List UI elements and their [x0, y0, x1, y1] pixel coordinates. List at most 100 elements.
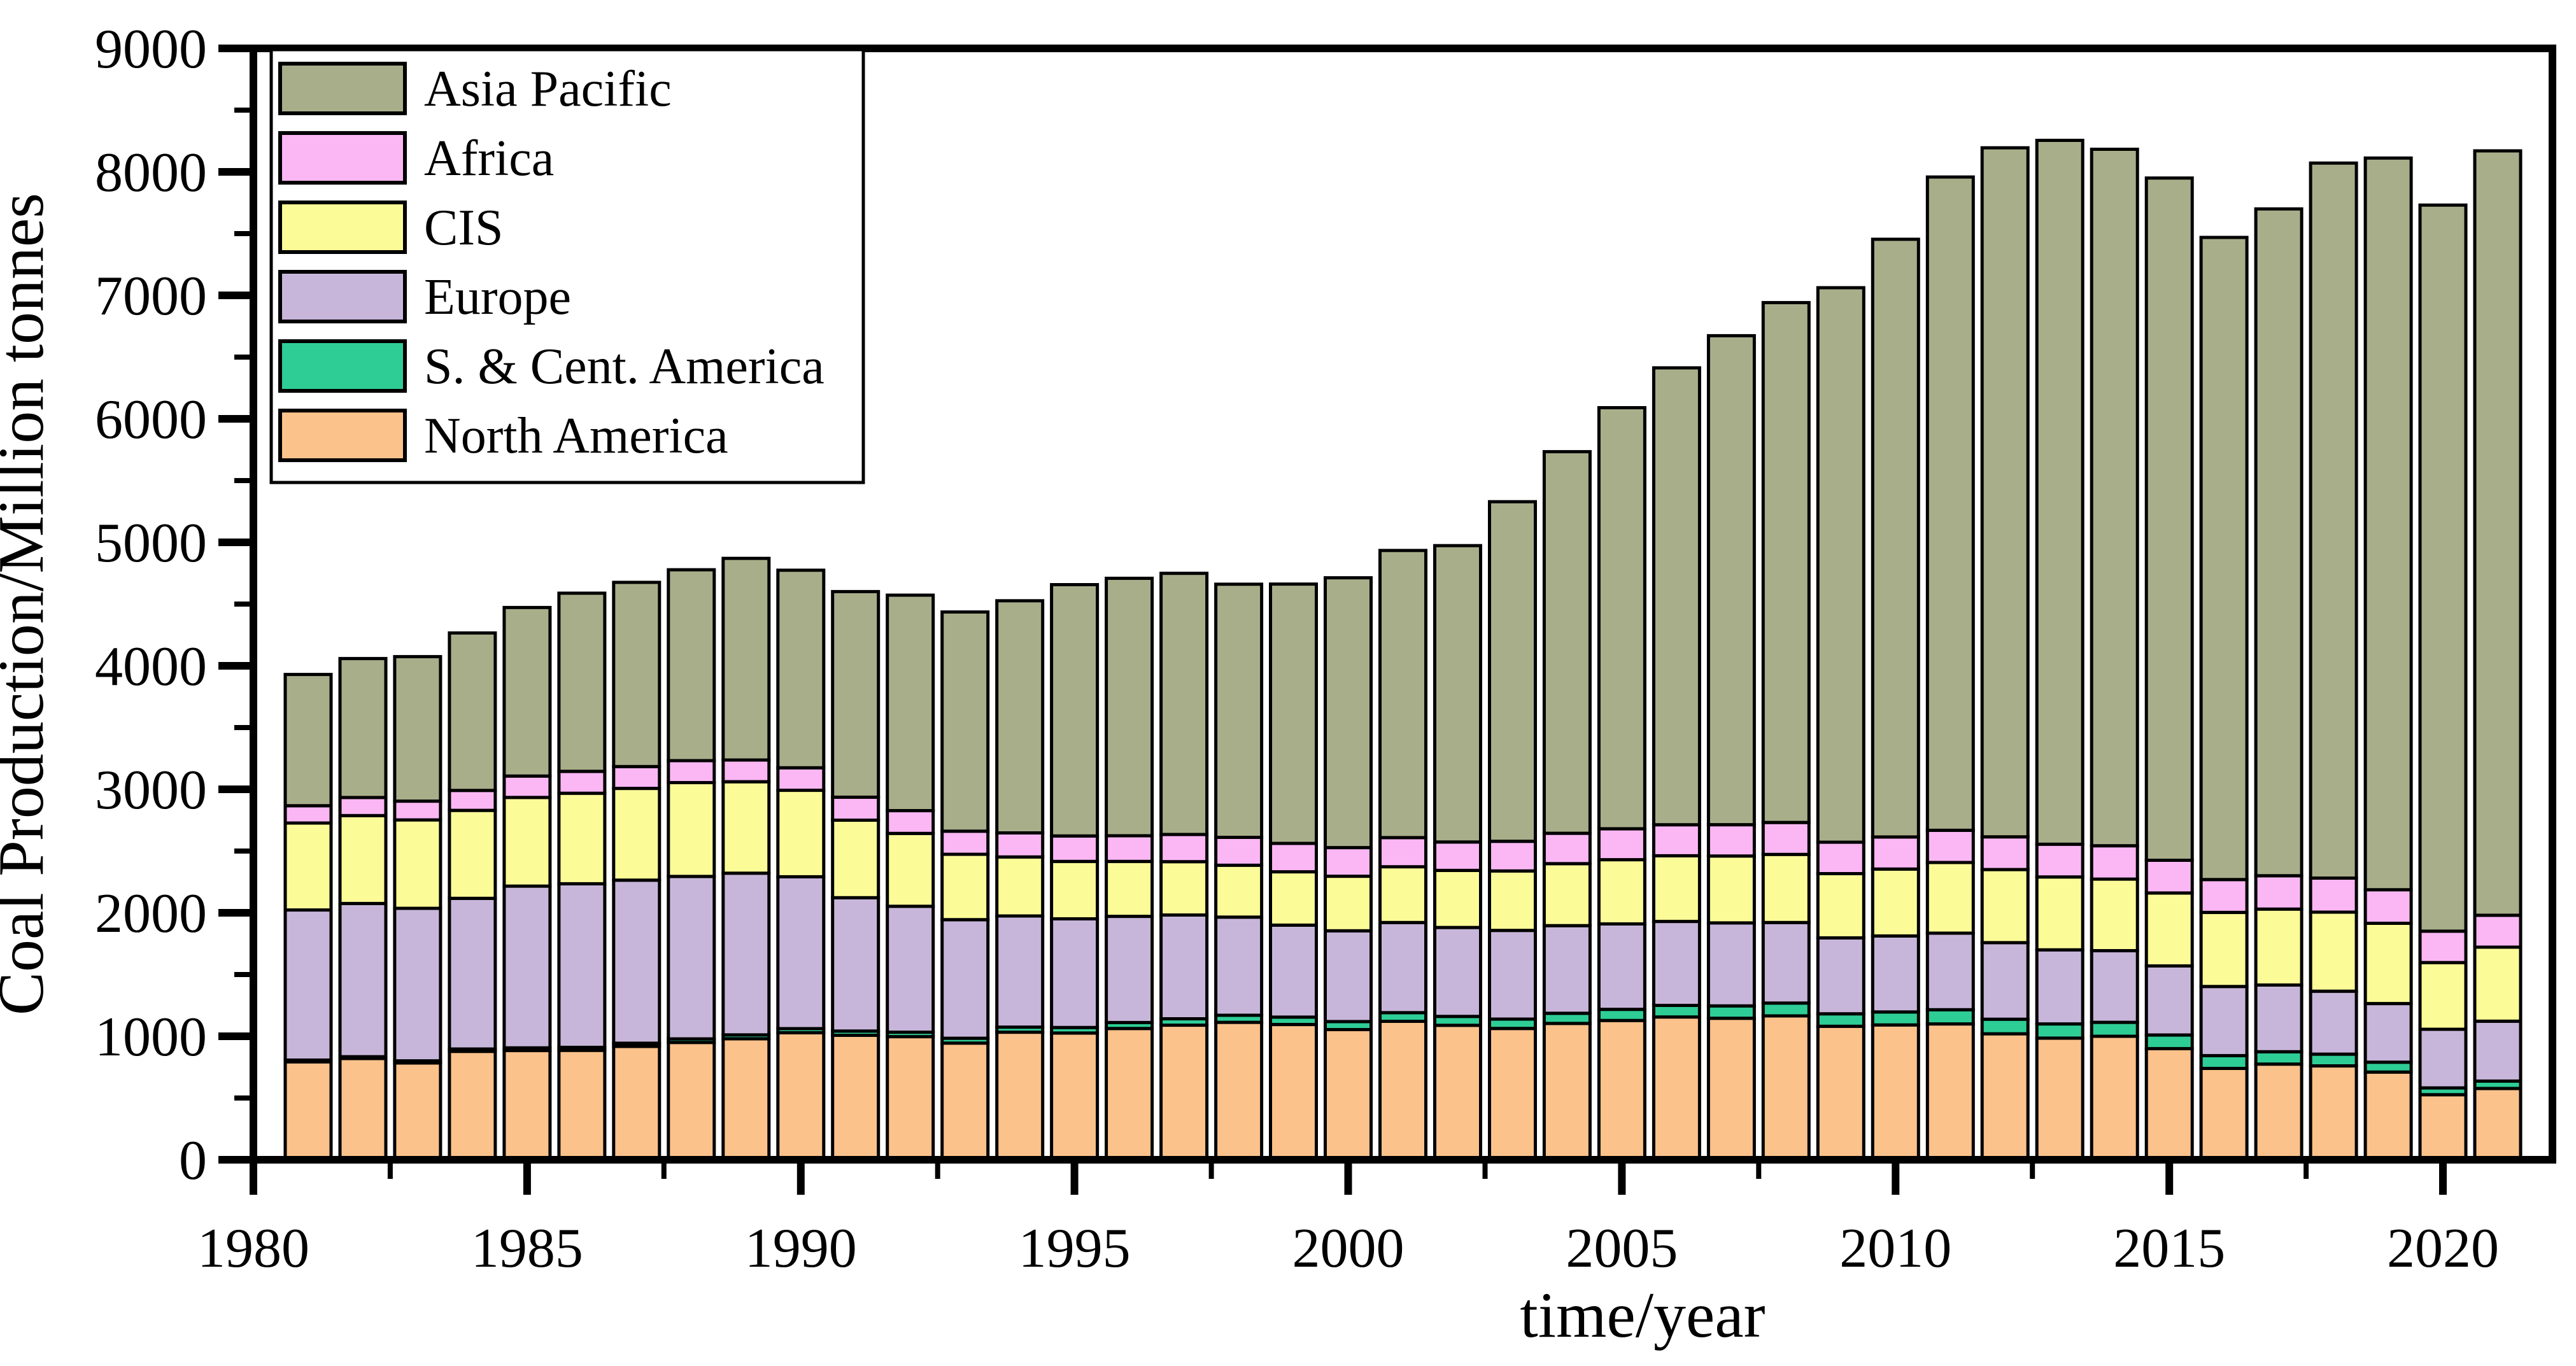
bar-segment-cis-2000 [1324, 875, 1373, 933]
bar-segment-north-america-2001 [1378, 1020, 1427, 1162]
bar-segment-asia-pacific-1987 [612, 581, 662, 768]
bar-segment-cis-2006 [1652, 854, 1701, 924]
bar-segment-africa-1990 [776, 766, 826, 792]
bar-segment-africa-2019 [2363, 888, 2413, 925]
bar-segment-africa-1988 [667, 759, 716, 784]
bar-segment-europe-1990 [776, 875, 826, 1031]
bar-segment-africa-2018 [2309, 877, 2358, 914]
x-axis-label: time/year [1520, 1279, 1765, 1351]
bar-segment-europe-2013 [2035, 948, 2084, 1026]
bar-segment-africa-2011 [1925, 828, 1975, 864]
bar-segment-north-america-2020 [2418, 1093, 2468, 1162]
bar-segment-africa-2000 [1324, 846, 1373, 878]
bar-segment-cis-2014 [2090, 877, 2139, 952]
bar-segment-europe-1985 [502, 884, 552, 1050]
bar-segment-africa-2009 [1816, 840, 1865, 875]
bar-segment-africa-1996 [1105, 834, 1154, 863]
bar-segment-north-america-2014 [2090, 1034, 2139, 1162]
bar-segment-europe-1993 [940, 918, 990, 1040]
bar-segment-asia-pacific-2001 [1378, 549, 1427, 840]
bar-segment-europe-2001 [1378, 920, 1427, 1015]
bar-segment-cis-2021 [2473, 945, 2523, 1023]
legend-label-asia-pacific: Asia Pacific [424, 61, 672, 117]
bar-segment-asia-pacific-2005 [1597, 406, 1646, 831]
bar-segment-s-cent-america-2009 [1816, 1012, 1865, 1028]
bar-segment-cis-2016 [2199, 910, 2249, 989]
bar-segment-europe-1989 [721, 871, 771, 1037]
bar-segment-asia-pacific-2016 [2199, 236, 2249, 882]
bar-segment-north-america-1987 [612, 1045, 662, 1162]
bar-segment-europe-2012 [1980, 941, 2030, 1021]
bar-segment-north-america-2007 [1706, 1017, 1756, 1162]
x-tick-label: 1985 [471, 1218, 583, 1279]
bar-segment-north-america-2009 [1816, 1024, 1865, 1162]
bar-segment-asia-pacific-1991 [831, 589, 881, 799]
bar-segment-europe-2004 [1542, 924, 1592, 1015]
bar-segment-europe-2009 [1816, 936, 1865, 1016]
bar-segment-cis-2013 [2035, 875, 2084, 952]
bar-segment-asia-pacific-1997 [1159, 572, 1209, 836]
bar-segment-europe-1999 [1269, 923, 1318, 1019]
bar-segment-s-cent-america-2011 [1925, 1008, 1975, 1026]
bar-segment-north-america-2012 [1980, 1032, 2030, 1162]
bar-segment-europe-1995 [1050, 917, 1100, 1029]
bar-segment-asia-pacific-2012 [1980, 146, 2030, 839]
bar-segment-africa-2015 [2144, 859, 2194, 895]
bar-segment-asia-pacific-2019 [2363, 156, 2413, 892]
bar-segment-europe-1996 [1105, 915, 1154, 1024]
bar-segment-north-america-2010 [1871, 1023, 1920, 1162]
bar-segment-asia-pacific-1988 [667, 568, 716, 763]
bar-segment-europe-2020 [2418, 1027, 2468, 1090]
bar-segment-cis-2003 [1488, 869, 1537, 933]
bar-segment-north-america-2017 [2254, 1062, 2304, 1162]
bar-segment-asia-pacific-1995 [1050, 583, 1100, 838]
bar-segment-cis-2001 [1378, 865, 1427, 924]
bar-segment-north-america-2004 [1542, 1022, 1592, 1162]
bar-segment-cis-2005 [1597, 858, 1646, 926]
x-tick-label: 1990 [745, 1218, 857, 1279]
bar-segment-europe-2011 [1925, 931, 1975, 1011]
bar-segment-north-america-2018 [2309, 1064, 2358, 1162]
y-tick-label: 7000 [95, 265, 207, 327]
bar-segment-asia-pacific-2007 [1706, 334, 1756, 827]
legend-label-cis: CIS [424, 200, 504, 256]
bar-segment-s-cent-america-2016 [2199, 1054, 2249, 1070]
bar-segment-s-cent-america-2014 [2090, 1020, 2139, 1038]
x-tick-label: 2010 [1839, 1218, 1951, 1279]
bar-segment-s-cent-america-2013 [2035, 1022, 2084, 1040]
bar-segment-europe-2008 [1761, 920, 1811, 1005]
bar-segment-europe-2003 [1488, 929, 1537, 1021]
bar-segment-cis-1996 [1105, 859, 1154, 919]
legend-group: Asia Pacific Africa CIS Europe S. & Cent. Am… [269, 48, 865, 484]
bar-segment-cis-1995 [1050, 859, 1100, 921]
legend-swatch-cis [278, 201, 407, 254]
y-axis-label: Coal Production/Million tonnes [0, 193, 57, 1015]
bar-segment-s-cent-america-2007 [1706, 1004, 1756, 1020]
y-tick-label: 3000 [95, 759, 207, 821]
bar-segment-north-america-1997 [1159, 1024, 1209, 1162]
bar-segment-cis-2007 [1706, 854, 1756, 925]
y-tick-label: 2000 [95, 883, 207, 945]
bar-segment-asia-pacific-1993 [940, 610, 990, 833]
bar-segment-europe-1997 [1159, 913, 1209, 1020]
bar-segment-north-america-1981 [283, 1060, 333, 1162]
y-tick-label: 1000 [95, 1006, 207, 1068]
bar-segment-europe-1987 [612, 878, 662, 1045]
bar-segment-north-america-2000 [1324, 1028, 1373, 1162]
bar-segment-asia-pacific-2013 [2035, 139, 2084, 846]
bar-segment-asia-pacific-1992 [886, 593, 935, 812]
bar-segment-north-america-1986 [557, 1048, 607, 1162]
legend-label-africa: Africa [424, 130, 554, 187]
bar-segment-cis-1984 [448, 808, 497, 900]
bar-segment-asia-pacific-2002 [1433, 544, 1482, 844]
bars-group [283, 139, 2523, 1162]
bar-segment-north-america-2011 [1925, 1022, 1975, 1162]
bar-segment-cis-2015 [2144, 891, 2194, 968]
bar-segment-asia-pacific-1994 [995, 599, 1045, 834]
bar-segment-europe-2005 [1597, 922, 1646, 1011]
bar-segment-africa-1983 [393, 799, 442, 822]
bar-segment-north-america-1992 [886, 1035, 935, 1162]
bar-segment-cis-2004 [1542, 862, 1592, 927]
bar-segment-africa-2021 [2473, 913, 2523, 949]
bar-segment-asia-pacific-2021 [2473, 149, 2523, 917]
